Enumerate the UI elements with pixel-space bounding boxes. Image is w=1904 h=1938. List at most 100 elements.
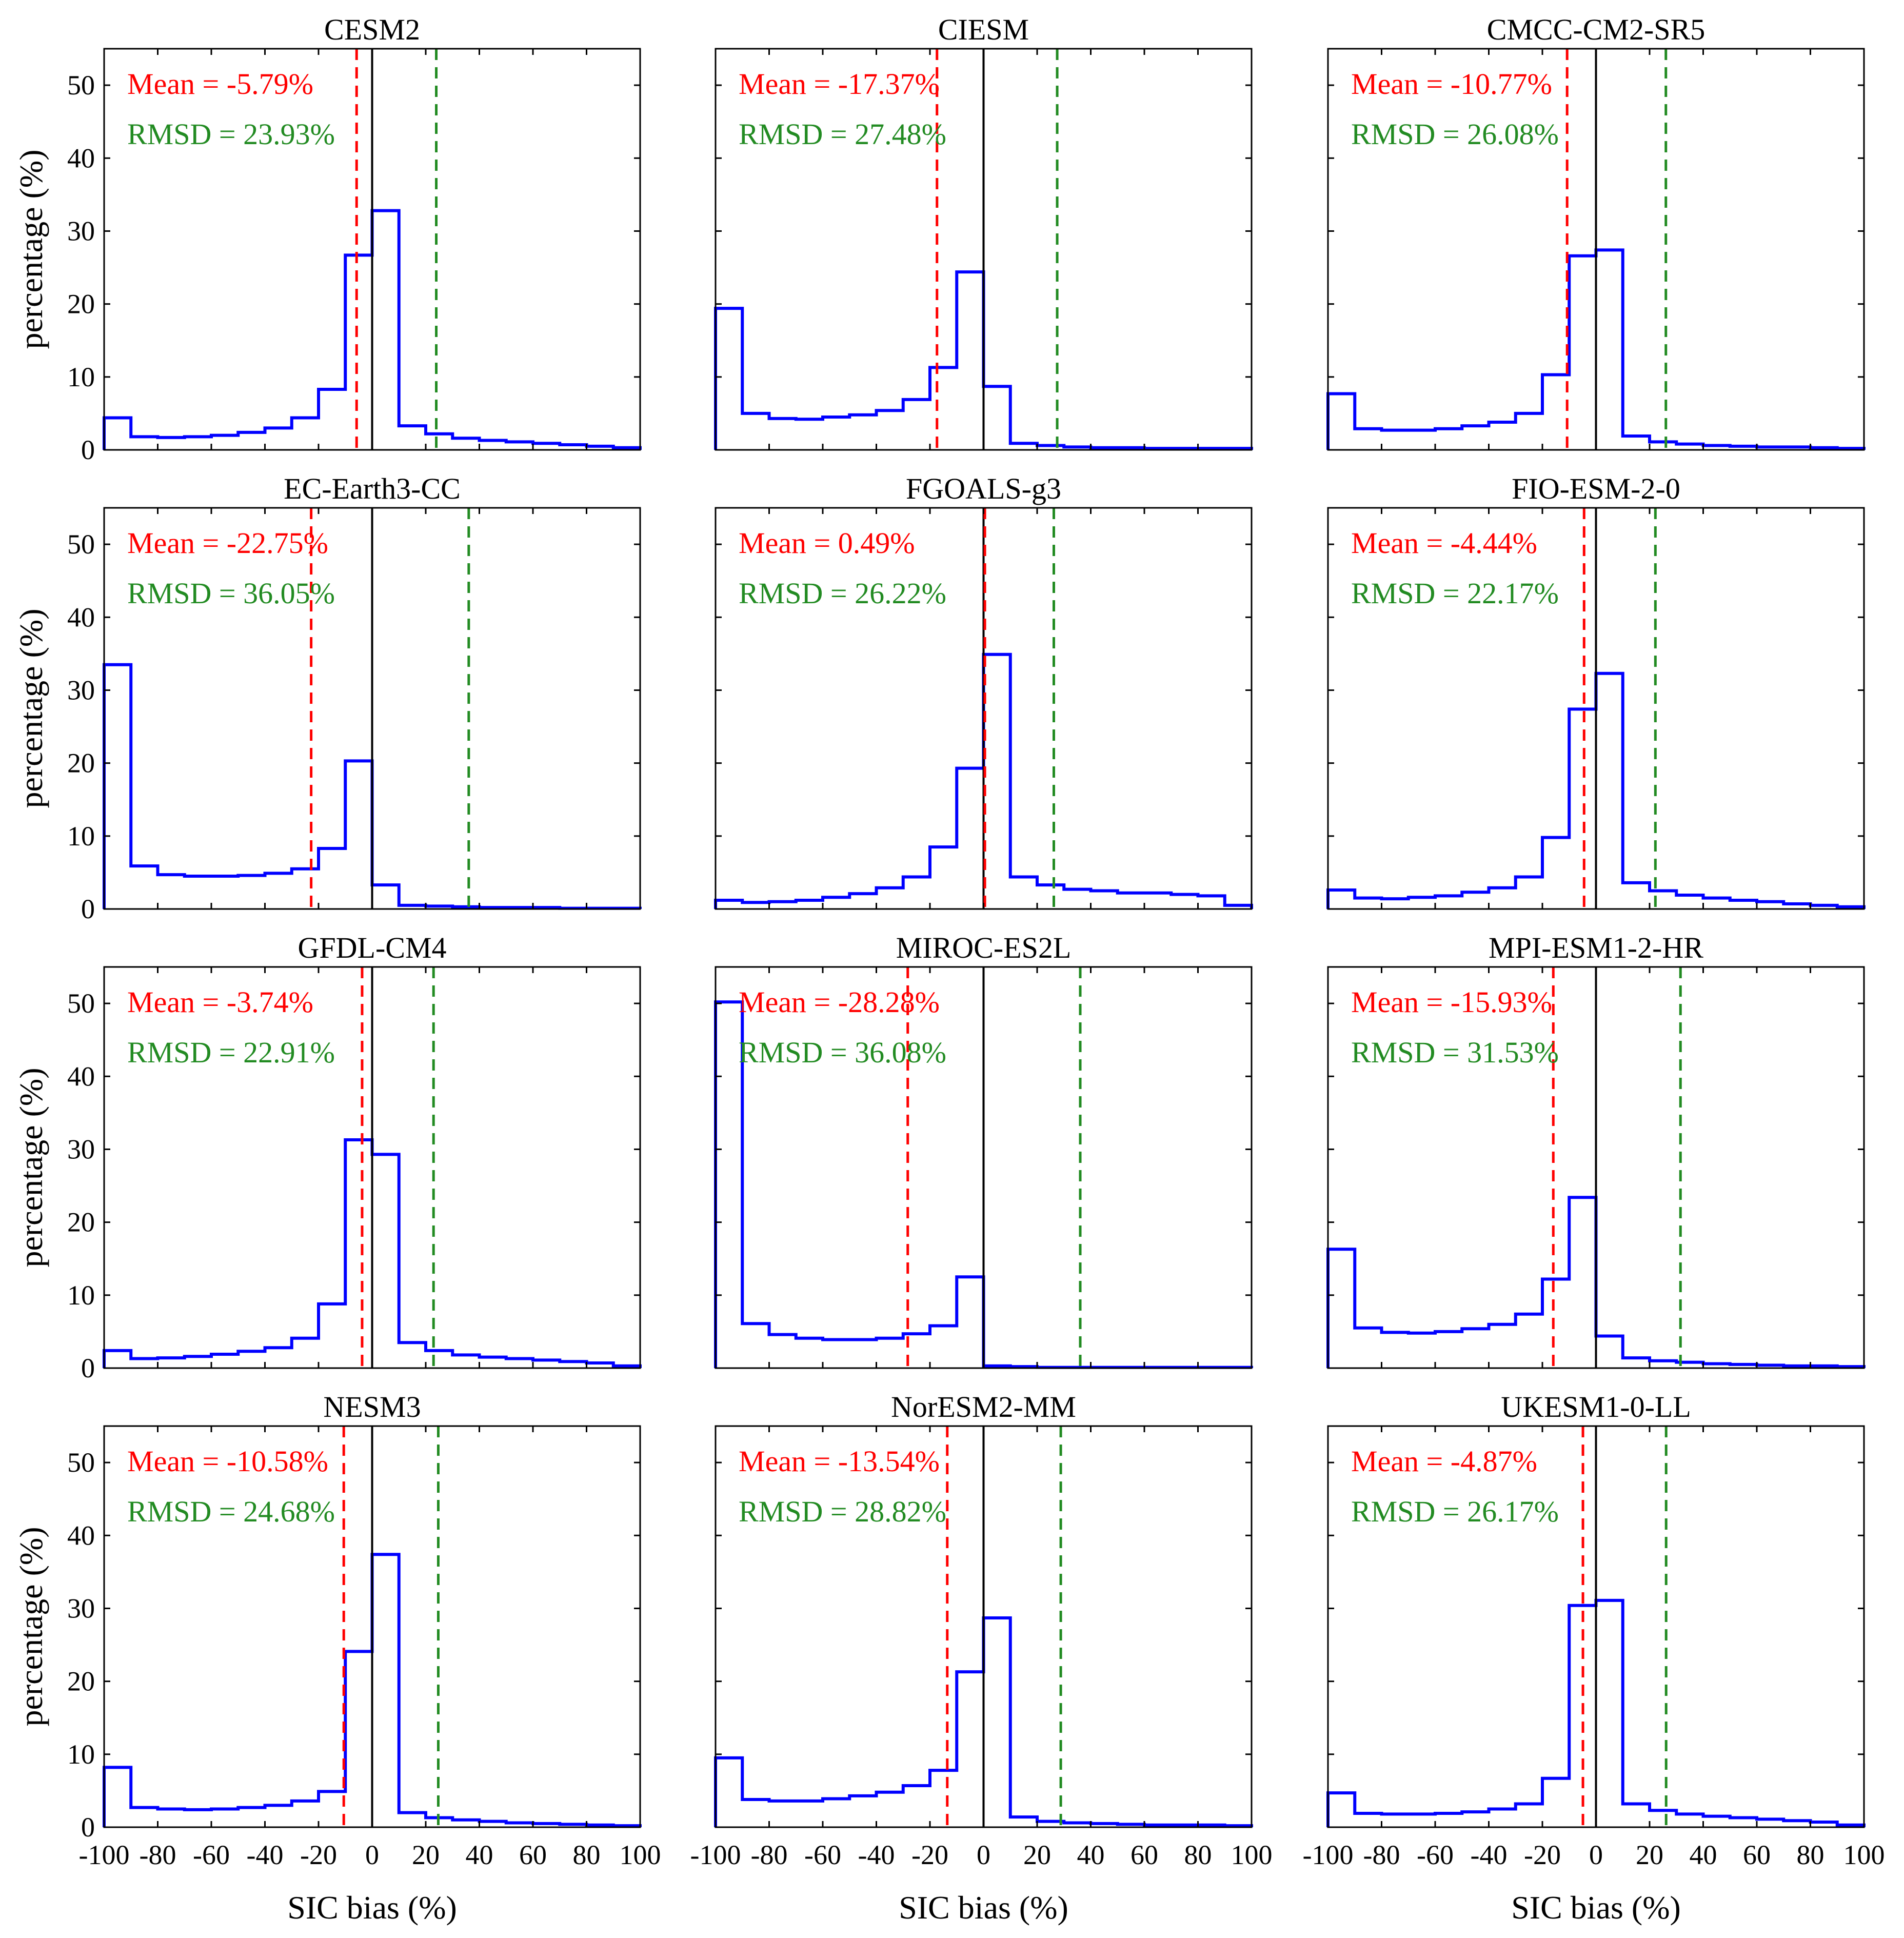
mean-annotation: Mean = -4.87% [1351,1445,1537,1478]
panel-title: CIESM [938,13,1029,46]
panel-title: MPI-ESM1-2-HR [1489,931,1703,964]
x-tick-label: 100 [620,1840,661,1870]
y-tick-label: 40 [67,1061,95,1092]
x-tick-label: -40 [247,1840,284,1870]
histogram-bin [716,1758,742,1827]
histogram-bin [1676,895,1703,909]
histogram-bin [1435,429,1462,450]
histogram-bin [1118,893,1144,909]
histogram-bin [265,1348,292,1368]
histogram-bin [1542,838,1569,909]
histogram-bin [1489,422,1516,450]
histogram-bin [1462,426,1489,450]
histogram-bin [292,869,319,909]
histogram-bin [319,848,345,909]
histogram-bin [769,1801,796,1827]
x-tick-label: 20 [1636,1840,1663,1870]
histogram-bin [796,1801,823,1827]
histogram-bin [1037,885,1064,909]
rmsd-annotation: RMSD = 26.22% [739,577,946,610]
histogram-bin [211,876,238,909]
y-axis-label: percentage (%) [13,608,49,808]
y-tick-label: 0 [81,1353,95,1383]
panel-ukesm1-0-ll: UKESM1-0-LL -100 -80 -60 -40 -20 0 20 40 60 80 100 M… [1303,1390,1885,1926]
histogram-bin [185,876,211,909]
histogram-bin [131,437,157,450]
mean-annotation: Mean = 0.49% [739,526,915,560]
histogram-bin [1516,877,1542,909]
histogram-bin [345,761,372,909]
histogram-bin [957,768,983,909]
histogram-bin [742,413,769,450]
x-tick-label: -20 [300,1840,337,1870]
histogram-bin [1010,877,1037,909]
histogram-bin [1355,898,1381,909]
histogram-bin [319,1791,345,1827]
y-tick-label: 30 [67,1593,95,1624]
x-tick-label: 20 [1023,1840,1051,1870]
histogram-bin [1703,1816,1730,1827]
histogram-bin [1650,1810,1676,1827]
histogram-bin [1569,1197,1596,1368]
histogram-bin [292,418,319,450]
histogram-bin [957,1277,983,1368]
y-tick-label: 0 [81,894,95,924]
histogram-bin [399,1342,426,1368]
histogram-bin [984,655,1010,909]
rmsd-annotation: RMSD = 27.48% [739,117,946,151]
histogram-bin [984,386,1010,450]
x-tick-label: 60 [519,1840,547,1870]
histogram-bin [1091,891,1118,909]
rmsd-annotation: RMSD = 26.17% [1351,1495,1559,1528]
histogram-bin [158,875,185,909]
panel-ec-earth3-cc: EC-Earth3-CC 0 10 20 30 40 50 Mean = -22.75% RMS… [13,472,642,924]
y-tick-label: 20 [67,748,95,779]
histogram-bin [1355,1813,1381,1827]
x-tick-label: -20 [1524,1840,1561,1870]
histogram-bin [1328,1249,1355,1368]
x-tick-label: 0 [977,1840,990,1870]
x-tick-label: 100 [1231,1840,1273,1870]
y-tick-label: 0 [81,1812,95,1843]
histogram-bin [1409,430,1435,450]
histogram-bin [1489,888,1516,909]
histogram-bin [1596,1600,1623,1827]
histogram-bin [104,418,131,450]
histogram-bin [849,1796,876,1827]
histogram-bin [104,1351,131,1368]
panel-title: UKESM1-0-LL [1501,1390,1691,1423]
histogram-bin [877,1792,903,1827]
histogram-bin [238,876,265,909]
histogram-bin [185,437,211,450]
y-axis-label: percentage (%) [13,1067,49,1267]
panel-title: FIO-ESM-2-0 [1512,472,1680,505]
x-tick-label: 40 [1077,1840,1105,1870]
histogram-bin [104,665,131,909]
histogram-bin [372,1154,399,1368]
histogram-bin [823,897,849,909]
histogram-bin [1462,1812,1489,1827]
x-tick-label: -80 [1363,1840,1400,1870]
histogram-bin [769,1335,796,1368]
y-axis-label: percentage (%) [13,1527,49,1726]
x-tick-label: -100 [1303,1840,1354,1870]
histogram-bin [211,436,238,450]
histogram-bin [319,1304,345,1368]
y-tick-label: 10 [67,362,95,392]
y-tick-label: 10 [67,821,95,852]
histogram-bin [345,1651,372,1827]
rmsd-annotation: RMSD = 23.93% [127,117,335,151]
histogram-bin [185,1810,211,1827]
x-tick-label: 100 [1843,1840,1885,1870]
histogram-bin [426,434,452,450]
panel-fgoals-g3: FGOALS-g3 Mean = 0.49% RMSD = 26.22% [714,472,1253,910]
x-tick-label: -20 [911,1840,948,1870]
panel-miroc-es2l: MIROC-ES2L Mean = -28.28% RMSD = 36.08% [714,931,1253,1369]
histogram-bin [319,389,345,450]
histogram-bin [1328,1793,1355,1827]
histogram-bin [903,1786,930,1827]
panel-title: CESM2 [324,13,420,46]
histogram-bin [372,211,399,450]
x-tick-label: 80 [1797,1840,1824,1870]
histogram-bin [1409,1333,1435,1368]
